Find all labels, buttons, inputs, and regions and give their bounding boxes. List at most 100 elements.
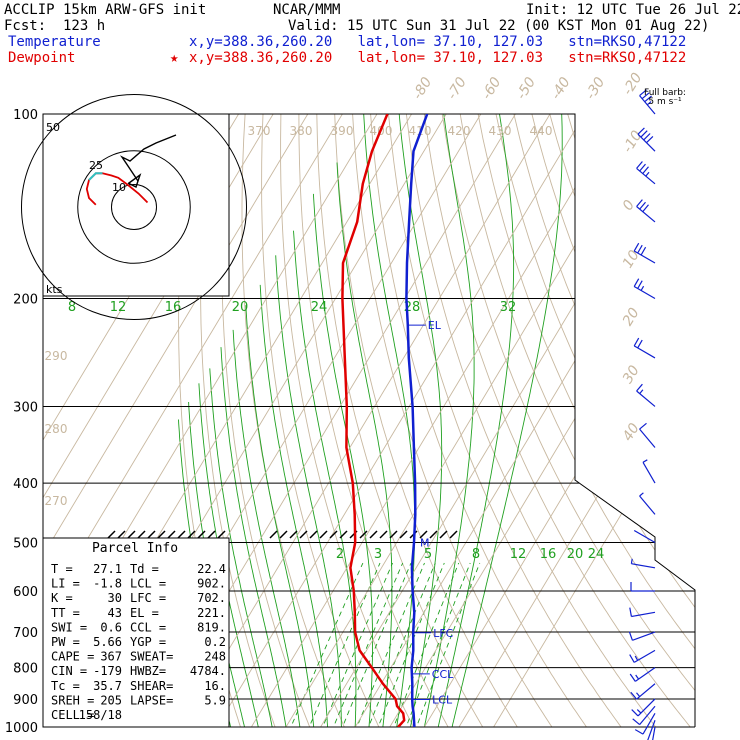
parcel-key: SREH = [51,693,94,707]
barb-half-flag [639,389,644,394]
parcel-value: 5.9 [204,693,226,707]
hodograph-unit: kts [46,283,63,296]
parcel-value: 16. [204,679,226,693]
wind-barbs [628,89,656,740]
pressure-label: 600 [13,585,38,600]
hodograph-ring-label: 50 [46,121,60,134]
barb-staff [642,461,656,484]
hodograph-storm-motion [119,134,177,182]
barb-flag [643,133,651,141]
moist-adiabat-line [245,305,315,727]
pressure-labels: 100 200 300 400 500 600 700 800 900 1000 [5,108,38,736]
parcel-key: Tc = [51,679,80,693]
parcel-hatch [127,530,136,539]
theta-label: 290 [45,349,68,363]
wind-barb [642,459,656,484]
mixing-ratio-label: 8 [472,547,480,562]
moist-adiabat-line [259,284,328,727]
dry-adiabat-line [495,114,695,727]
parcel-value: 702. [197,591,226,605]
dry-adiabat-line [729,114,740,740]
parcel-key: K = [51,591,73,605]
theta-label: 270 [45,494,68,508]
barb-flag [633,242,640,252]
barb-flag [642,166,649,174]
parcel-key: LI = [51,577,80,591]
mixing-ratio-label: 20 [567,547,584,562]
stability-hatch [329,530,338,539]
parcel-hatch [107,530,116,539]
parcel-value: 0.2 [204,635,226,649]
mixing-ratio-line [372,562,445,727]
barb-flag [633,278,640,287]
dry-adiabat-line [370,114,597,727]
moist-adiabat-line [336,162,393,727]
stability-hatch [419,530,428,539]
dry-adiabat-line [334,114,526,727]
wind-barb [634,713,656,735]
theta-e-label: 32 [500,300,517,315]
barb-flag [631,709,639,717]
moist-adiabat-line [275,255,342,727]
dry-adiabat-line [200,114,281,727]
parcel-key: LCL = [130,577,166,591]
init-time: Init: 12 UTC Tue 26 Jul 22 [526,2,740,18]
parcel-value: 205 [100,693,122,707]
barb-flag [637,127,645,135]
parcel-key: SWI = [51,620,87,634]
hodograph-loop [127,173,142,188]
theta-e-label: 20 [232,300,249,315]
dry-adiabat-line [549,114,695,727]
annotation-ccl: CCL [432,668,454,681]
mixing-ratio-line [388,562,460,727]
mixing-ratio-label: 24 [588,547,605,562]
moist-adiabat-line [232,329,301,727]
barb-flag [639,89,647,97]
barb-flag [639,163,646,172]
dry-adiabat-line [692,114,695,727]
isotherm-label: 30 [620,363,643,387]
theta-e-label: 24 [311,300,328,315]
isotherm-label: 40 [620,420,643,444]
wind-barb [628,631,656,641]
pressure-label: 700 [13,626,38,641]
parcel-key: Td = [130,562,159,576]
hodograph-trace-mid [88,172,103,181]
isotherm-label: -30 [583,74,609,102]
pressure-label: 100 [13,108,38,123]
hodograph-box [42,113,230,297]
parcel-hatch [147,530,156,539]
mixing-ratio-line [400,562,471,727]
temperature-line [405,114,429,727]
parcel-hatch [137,530,146,539]
theta-e-label: 8 [68,300,76,315]
barb-staff [631,611,656,618]
mixing-ratio-label: 12 [510,547,527,562]
theta-label: 440 [530,124,553,138]
hodograph-ring-label: 10 [112,181,126,194]
moist-adiabat-line [312,193,374,727]
isotherm-line [450,114,695,727]
theta-label: 390 [331,124,354,138]
barb-staff [633,529,656,543]
dry-adiabat-line [423,114,695,727]
isotherm-label: -10 [620,128,646,156]
hodograph-ring [21,94,247,320]
hodograph-ring-label: 25 [89,159,103,172]
pressure-label: 200 [13,293,38,308]
isotherm-label: -70 [444,74,470,102]
isotherm-line [485,114,695,727]
barb-staff [639,705,656,725]
stability-hatch [399,530,408,539]
pressure-label: 300 [13,400,38,415]
parcel-key: YGP = [130,635,166,649]
stability-hatch [319,530,328,539]
dry-adiabat-line [459,114,695,727]
barb-staff [639,428,656,448]
wind-barb [633,337,656,359]
isotherm-line [43,114,360,727]
mixing-ratio-label: 3 [374,547,382,562]
isotherm-line [243,114,637,727]
theta-label: 370 [248,124,271,138]
wind-barb [647,720,656,740]
